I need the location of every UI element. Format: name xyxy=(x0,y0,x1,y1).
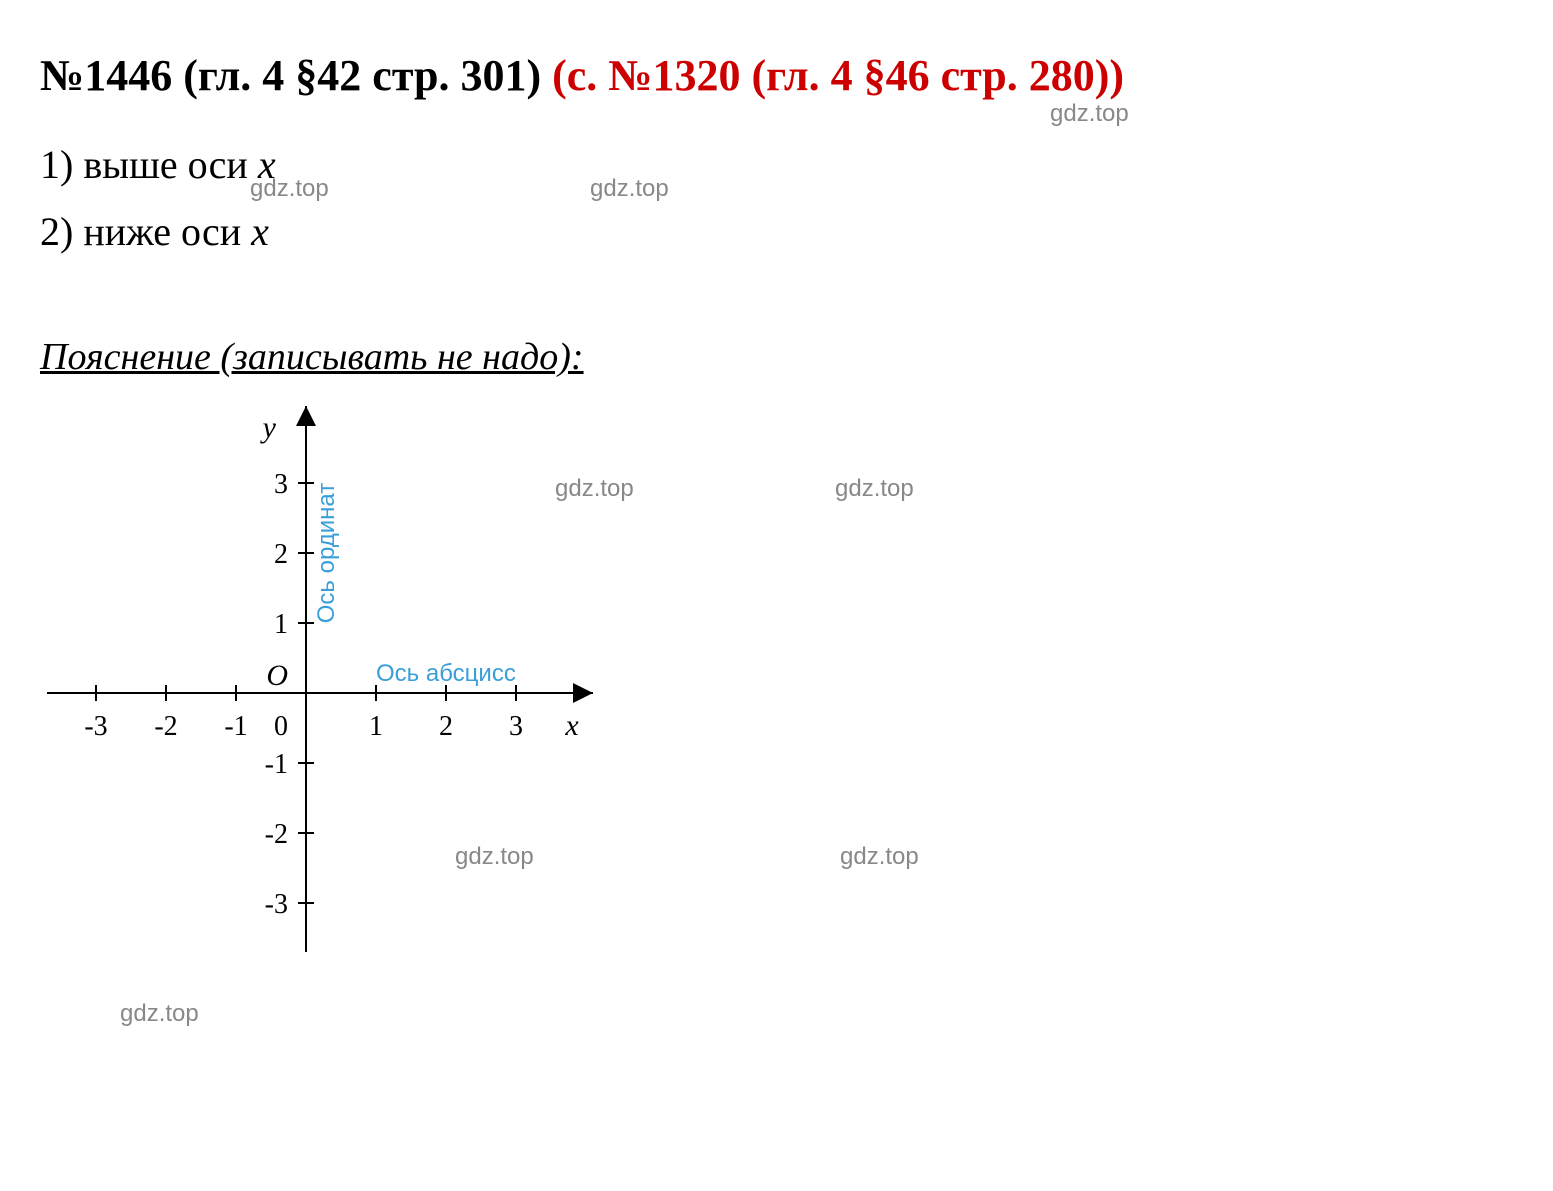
answer-1-text: выше оси xyxy=(83,142,247,187)
svg-text:3: 3 xyxy=(274,469,288,500)
answer-2-num: 2) xyxy=(40,209,73,254)
svg-text:y: y xyxy=(260,411,277,444)
problem-title: №1446 (гл. 4 §42 стр. 301) (с. №1320 (гл… xyxy=(40,50,1513,101)
answer-1-num: 1) xyxy=(40,142,73,187)
svg-text:Ось ординат: Ось ординат xyxy=(313,483,340,623)
svg-text:2: 2 xyxy=(274,539,288,570)
svg-text:-1: -1 xyxy=(224,711,247,742)
svg-text:1: 1 xyxy=(369,711,383,742)
svg-text:Ось абсцисс: Ось абсцисс xyxy=(376,660,516,687)
answer-2-var: x xyxy=(251,209,269,254)
svg-text:-3: -3 xyxy=(265,889,288,920)
svg-text:-2: -2 xyxy=(265,819,288,850)
svg-text:-3: -3 xyxy=(84,711,107,742)
chart-svg: -3 -2 -1 1 2 3 -3 -2 -1 1 2 3 O 0 x y Ось абсцисс Ось орд… xyxy=(40,399,600,959)
answer-1-var: x xyxy=(258,142,276,187)
watermark-text: gdz.top xyxy=(840,843,919,871)
svg-text:1: 1 xyxy=(274,609,288,640)
coordinate-plane-chart: -3 -2 -1 1 2 3 -3 -2 -1 1 2 3 O 0 x y Ось абсцисс Ось орд… xyxy=(40,399,600,959)
answer-2-text: ниже оси xyxy=(83,209,241,254)
watermark-text: gdz.top xyxy=(120,1000,199,1028)
explanation-header: Пояснение (записывать не надо): xyxy=(40,335,1513,379)
svg-text:x: x xyxy=(564,709,579,742)
title-black-part: №1446 (гл. 4 §42 стр. 301) xyxy=(40,51,541,100)
svg-text:2: 2 xyxy=(439,711,453,742)
svg-text:-2: -2 xyxy=(154,711,177,742)
svg-text:3: 3 xyxy=(509,711,523,742)
svg-text:O: O xyxy=(266,659,288,692)
watermark-text: gdz.top xyxy=(1050,100,1129,128)
answer-line-2: 2) ниже оси x xyxy=(40,208,1513,255)
title-red-part: (с. №1320 (гл. 4 §46 стр. 280)) xyxy=(552,51,1124,100)
svg-text:0: 0 xyxy=(274,711,288,742)
watermark-text: gdz.top xyxy=(835,475,914,503)
svg-text:-1: -1 xyxy=(265,749,288,780)
answer-line-1: 1) выше оси x xyxy=(40,141,1513,188)
